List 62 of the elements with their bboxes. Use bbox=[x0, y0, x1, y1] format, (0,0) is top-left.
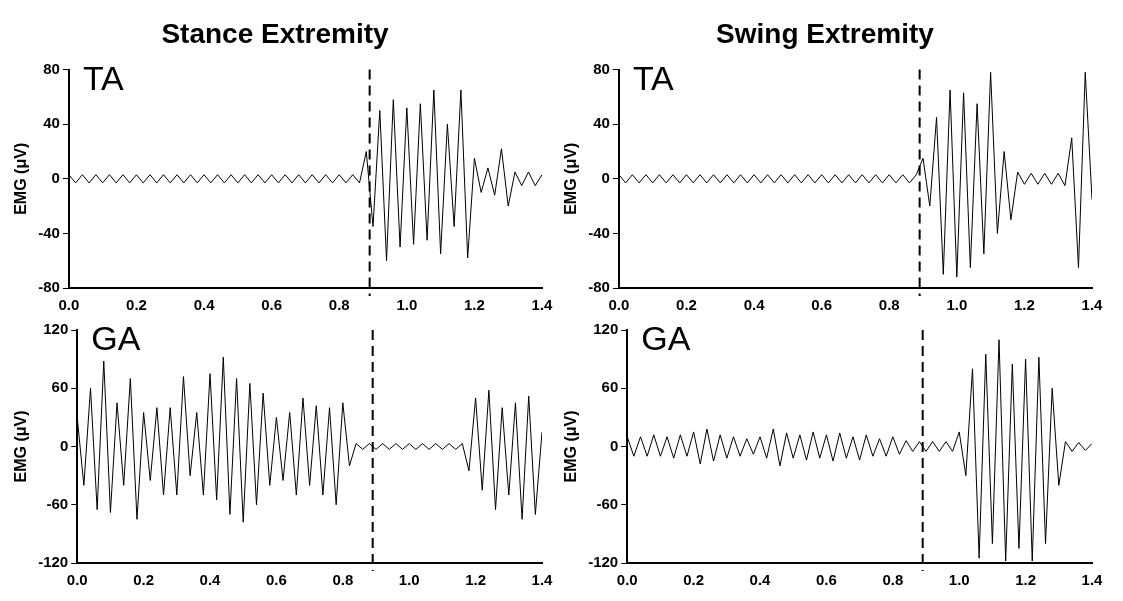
x-tick-label: 1.4 bbox=[531, 571, 554, 589]
y-tick-label: 120 bbox=[43, 320, 69, 338]
y-axis-title: EMG (μV) bbox=[562, 410, 580, 483]
y-axis-title: EMG (μV) bbox=[562, 142, 580, 215]
x-tick-label: 0.6 bbox=[265, 571, 287, 589]
x-tick-label: 0.6 bbox=[811, 296, 833, 314]
annotation: GA bbox=[91, 319, 141, 358]
x-tick-label: 1.2 bbox=[1013, 296, 1035, 314]
y-axis-title: EMG (μV) bbox=[12, 142, 30, 215]
y-tick-label: -80 bbox=[38, 278, 60, 296]
y-tick-label: -60 bbox=[46, 494, 69, 512]
y-tick-label: 0 bbox=[601, 168, 610, 186]
x-tick-label: 0.4 bbox=[743, 296, 766, 314]
y-tick-label: 120 bbox=[593, 320, 619, 338]
x-tick-label: 1.0 bbox=[948, 571, 970, 589]
y-tick-label: 0 bbox=[59, 436, 69, 454]
x-tick-label: 1.2 bbox=[1015, 571, 1037, 589]
chart-title: Swing Extremity bbox=[716, 17, 935, 49]
x-tick-label: 1.2 bbox=[463, 296, 485, 314]
x-tick-label: 0.6 bbox=[261, 296, 283, 314]
x-tick-label: 0.2 bbox=[683, 571, 705, 589]
x-tick-label: 0.0 bbox=[608, 296, 630, 314]
y-tick-label: 40 bbox=[43, 114, 60, 132]
x-tick-label: 0.0 bbox=[616, 571, 638, 589]
y-tick-label: -40 bbox=[588, 223, 610, 241]
x-tick-label: 1.4 bbox=[1081, 296, 1104, 314]
x-tick-label: 1.4 bbox=[1081, 571, 1104, 589]
x-tick-label: 0.2 bbox=[676, 296, 697, 314]
y-tick-label: 60 bbox=[51, 378, 69, 396]
x-tick-label: 0.8 bbox=[328, 296, 350, 314]
y-tick-label: 40 bbox=[593, 114, 610, 132]
x-tick-label: 0.8 bbox=[332, 571, 354, 589]
x-tick-label: 0.0 bbox=[58, 296, 80, 314]
y-tick-label: 80 bbox=[43, 59, 60, 77]
x-tick-label: 1.0 bbox=[398, 571, 420, 589]
x-tick-label: 0.8 bbox=[878, 296, 900, 314]
x-tick-label: 1.0 bbox=[946, 296, 968, 314]
x-tick-label: 1.0 bbox=[396, 296, 418, 314]
y-tick-label: -120 bbox=[38, 553, 69, 571]
y-tick-label: 0 bbox=[609, 436, 619, 454]
x-tick-label: 0.6 bbox=[815, 571, 837, 589]
x-tick-label: 1.4 bbox=[531, 296, 554, 314]
x-tick-label: 0.0 bbox=[66, 571, 88, 589]
y-tick-label: 0 bbox=[51, 168, 60, 186]
x-tick-label: 0.4 bbox=[749, 571, 772, 589]
x-tick-label: 0.8 bbox=[882, 571, 904, 589]
x-tick-label: 0.4 bbox=[193, 296, 216, 314]
annotation: TA bbox=[632, 58, 675, 97]
chart-title: Stance Extremity bbox=[161, 17, 390, 49]
y-tick-label: -40 bbox=[38, 223, 60, 241]
y-tick-label: 60 bbox=[601, 378, 619, 396]
y-axis-title: EMG (μV) bbox=[12, 410, 30, 483]
x-tick-label: 0.2 bbox=[126, 296, 147, 314]
y-tick-label: 80 bbox=[593, 59, 610, 77]
annotation: TA bbox=[82, 58, 125, 97]
x-tick-label: 1.2 bbox=[465, 571, 487, 589]
y-tick-label: -60 bbox=[596, 494, 619, 512]
y-tick-label: -120 bbox=[588, 553, 619, 571]
x-tick-label: 0.4 bbox=[199, 571, 222, 589]
x-tick-label: 0.2 bbox=[133, 571, 155, 589]
annotation: GA bbox=[641, 319, 691, 358]
y-tick-label: -80 bbox=[588, 278, 610, 296]
